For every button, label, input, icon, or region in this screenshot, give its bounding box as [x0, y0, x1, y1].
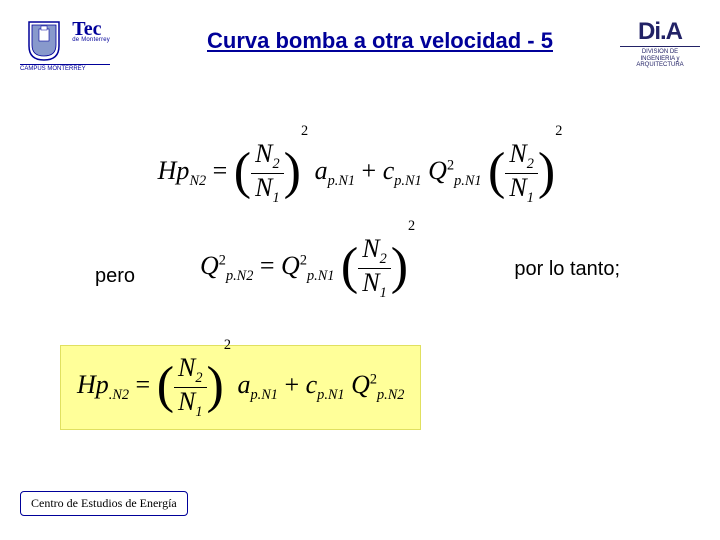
equation-2: Q2p.N2 = Q2p.N1 ( N2 N1 )2 — [200, 235, 415, 302]
tec-brand: Tec — [72, 20, 110, 38]
dia-sub1: DIVISION DE — [620, 49, 700, 56]
dia-sub2: INGENIERIA y — [620, 56, 700, 63]
tec-campus: CAMPUS MONTERREY — [20, 64, 110, 72]
label-por-lo-tanto: por lo tanto; — [514, 258, 620, 281]
tec-subline: de Monterrey — [72, 38, 110, 43]
slide: Tec de Monterrey CAMPUS MONTERREY Di.A D… — [0, 0, 720, 540]
logo-dia: Di.A DIVISION DE INGENIERIA y ARQUITECTU… — [620, 20, 700, 80]
slide-title: Curva bomba a otra velocidad - 5 — [160, 28, 600, 54]
label-pero: pero — [95, 265, 135, 288]
equation-3-highlight: Hp.N2 = ( N2 N1 )2 ap.N1 + cp.N1 Q2p.N2 — [60, 345, 421, 430]
shield-icon — [27, 20, 61, 62]
equation-1: HpN2 = ( N2 N1 )2 ap.N1 + cp.N1 Q2p.N1 (… — [80, 140, 640, 207]
logo-tec: Tec de Monterrey CAMPUS MONTERREY — [20, 20, 110, 80]
footer-box: Centro de Estudios de Energía — [20, 491, 188, 516]
dia-brand: Di.A — [620, 20, 700, 44]
dia-sub3: ARQUITECTURA — [620, 62, 700, 69]
